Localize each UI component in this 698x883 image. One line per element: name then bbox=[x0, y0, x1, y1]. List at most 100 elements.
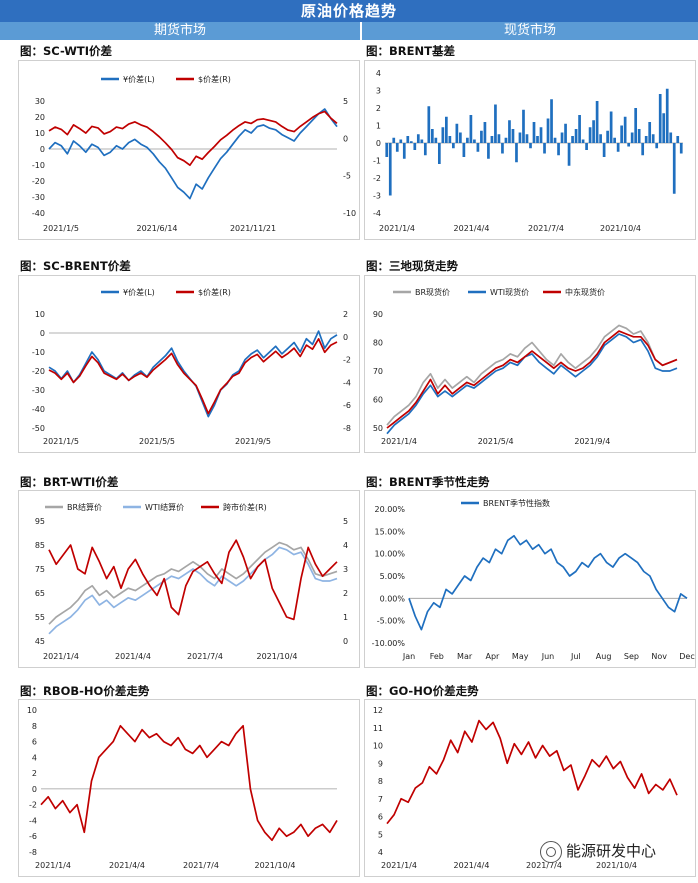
bar bbox=[592, 120, 595, 143]
y-tick-label: 10.00% bbox=[374, 550, 405, 559]
x-tick-label: 2021/7/4 bbox=[526, 861, 562, 870]
x-tick-label: Dec bbox=[679, 652, 694, 661]
bar bbox=[532, 122, 536, 143]
bar bbox=[627, 143, 631, 147]
y-tick-label: -5.00% bbox=[377, 617, 406, 626]
panel-sc-wti: 30 20 10 0 -10 -20 -30 -40 5 0 -5 -10 2021/1/5 2021/6… bbox=[18, 60, 360, 240]
bar bbox=[623, 116, 627, 143]
y-tick-label: 4 bbox=[378, 848, 383, 857]
bar bbox=[588, 127, 592, 143]
x-tick-label: 2021/5/5 bbox=[139, 437, 175, 446]
series-line bbox=[40, 724, 338, 842]
chart-three-spot: 90 80 70 60 50 2021/1/4 2021/5/4 2021/9/4 BR现货价 W… bbox=[373, 287, 678, 446]
legend-label: $价差(R) bbox=[198, 74, 231, 84]
y-tick-label: 85 bbox=[35, 541, 45, 550]
bar bbox=[469, 115, 473, 143]
watermark: 能源研发中心 bbox=[540, 840, 656, 863]
chart-sc-brent: 10 0 -10 -20 -30 -40 -50 2 0 -2 -4 -6 -8 2021/1/5 2021… bbox=[32, 287, 351, 446]
x-tick-label: 2021/1/5 bbox=[43, 437, 79, 446]
x-tick-label: 2021/10/4 bbox=[596, 861, 637, 870]
panel-brent-basis: 4 3 2 1 0 -1 -2 -3 -4 2021/1/4 2021/4/4 2021/7/4 202… bbox=[364, 60, 696, 240]
legend-label: BRENT季节性指数 bbox=[483, 498, 550, 508]
series-line bbox=[48, 330, 338, 418]
y-tick-label: -6 bbox=[29, 832, 37, 841]
y-tick-label: 0 bbox=[40, 329, 45, 338]
bar bbox=[662, 113, 666, 143]
legend-label: 跨市价差(R) bbox=[223, 502, 267, 512]
y-tick-label: 60 bbox=[373, 396, 383, 405]
series-line bbox=[386, 333, 678, 435]
x-tick-label: 2021/4/4 bbox=[115, 652, 151, 661]
chart-title-sc-wti: 图：SC-WTI价差 bbox=[20, 44, 113, 58]
x-tick-label: 2021/4/4 bbox=[454, 224, 490, 233]
y2-tick-label: -6 bbox=[343, 401, 351, 410]
y2-tick-label: 0 bbox=[343, 333, 348, 342]
bar bbox=[578, 115, 581, 143]
x-tick-label: 2021/11/21 bbox=[230, 224, 276, 233]
legend-label: BR结算价 bbox=[67, 502, 102, 512]
panel-go-ho: 12 11 10 9 8 7 6 5 4 2021/1/4 2021/4/4 2021/7/4 2021… bbox=[364, 699, 696, 877]
chart-title-brent-basis: 图：BRENT基差 bbox=[366, 44, 455, 58]
bar bbox=[399, 139, 403, 143]
y-tick-label: -50 bbox=[32, 424, 45, 433]
series-line bbox=[386, 330, 678, 429]
chart-brent-basis: 4 3 2 1 0 -1 -2 -3 -4 2021/1/4 2021/4/4 2021/7/4 202… bbox=[373, 69, 683, 233]
x-tick-label: Apr bbox=[485, 652, 500, 661]
bar bbox=[480, 130, 483, 143]
bar bbox=[637, 129, 641, 143]
bar bbox=[665, 88, 669, 143]
legend-label: $价差(R) bbox=[198, 287, 231, 297]
x-tick-label: 2021/4/4 bbox=[454, 861, 490, 870]
legend-label: WTI结算价 bbox=[145, 502, 184, 512]
x-tick-label: 2021/5/4 bbox=[478, 437, 514, 446]
y-tick-label: 80 bbox=[373, 339, 383, 348]
chart-sc-wti: 30 20 10 0 -10 -20 -30 -40 5 0 -5 -10 2021/1/5 2021/6… bbox=[32, 74, 356, 233]
bar bbox=[644, 136, 648, 143]
y-tick-label: -40 bbox=[32, 209, 45, 218]
bar bbox=[543, 143, 546, 154]
y-tick-label: 9 bbox=[378, 759, 383, 768]
bar bbox=[427, 106, 431, 143]
x-tick-label: Jan bbox=[402, 652, 415, 661]
chart-title-three-spot: 图：三地现货走势 bbox=[366, 259, 458, 273]
y-tick-label: 20 bbox=[35, 113, 45, 122]
bar bbox=[487, 143, 490, 159]
y-tick-label: 20.00% bbox=[374, 505, 405, 514]
panel-brent-seasonal: 20.00% 15.00% 10.00% 5.00% 0.00% -5.00% -10.00… bbox=[364, 490, 696, 668]
bar bbox=[504, 137, 508, 143]
bar bbox=[497, 134, 501, 143]
x-tick-label: 2021/7/4 bbox=[187, 652, 223, 661]
bar bbox=[466, 137, 469, 143]
x-tick-label: 2021/6/14 bbox=[136, 224, 177, 233]
bar bbox=[392, 137, 396, 143]
chart-title-brt-wti: 图：BRT-WTI价差 bbox=[20, 475, 119, 489]
y-tick-label: 4 bbox=[32, 753, 37, 762]
y-tick-label: 90 bbox=[373, 310, 383, 319]
x-tick-label: Feb bbox=[430, 652, 444, 661]
legend-label: ¥价差(L) bbox=[123, 287, 155, 297]
series-line bbox=[48, 541, 338, 625]
watermark-text: 能源研发中心 bbox=[566, 842, 657, 860]
bar bbox=[455, 123, 459, 143]
bar bbox=[630, 132, 634, 143]
y-tick-label: 11 bbox=[373, 724, 383, 733]
bar bbox=[567, 143, 571, 166]
y2-tick-label: 2 bbox=[343, 589, 348, 598]
y2-tick-label: 4 bbox=[343, 541, 348, 550]
y2-tick-label: 5 bbox=[343, 517, 348, 526]
bar bbox=[648, 122, 652, 143]
y-tick-label: 95 bbox=[35, 517, 45, 526]
bar bbox=[430, 129, 434, 143]
y2-tick-label: -2 bbox=[343, 356, 351, 365]
y-tick-label: -10.00% bbox=[372, 639, 406, 648]
y-tick-label: 0 bbox=[40, 145, 45, 154]
y-tick-label: -10 bbox=[32, 161, 45, 170]
y2-tick-label: 1 bbox=[343, 613, 348, 622]
bar bbox=[388, 143, 392, 196]
y-tick-label: -2 bbox=[29, 801, 37, 810]
y-tick-label: -20 bbox=[32, 367, 45, 376]
legend-label: BR现货价 bbox=[415, 287, 450, 297]
x-tick-label: Nov bbox=[651, 652, 667, 661]
bar bbox=[574, 129, 578, 143]
bar bbox=[672, 143, 676, 194]
